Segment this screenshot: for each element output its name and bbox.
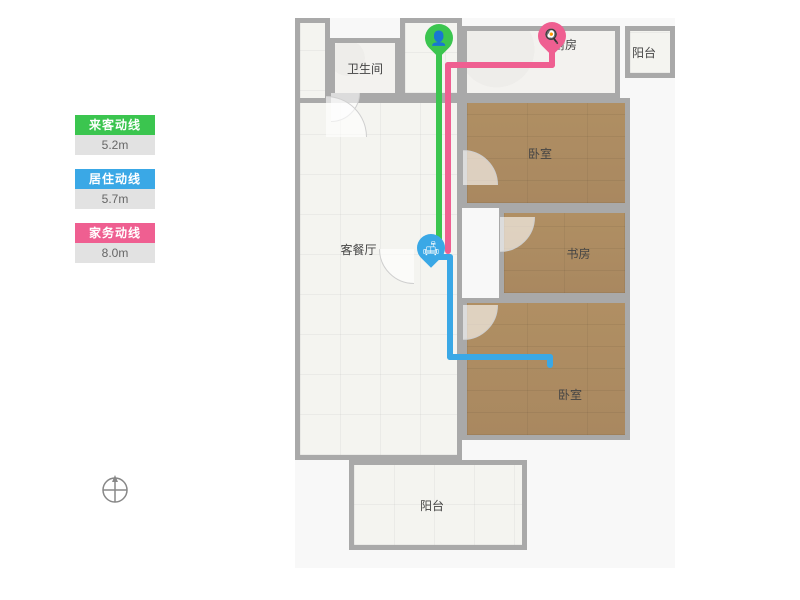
legend: 来客动线 5.2m 居住动线 5.7m 家务动线 8.0m — [75, 115, 155, 277]
legend-value-chore: 8.0m — [75, 243, 155, 263]
legend-value-guest: 5.2m — [75, 135, 155, 155]
person-icon: 👤 — [430, 31, 447, 45]
flow-living-seg-1 — [447, 254, 453, 360]
legend-item-chore: 家务动线 8.0m — [75, 223, 155, 263]
legend-label-guest: 来客动线 — [75, 115, 155, 135]
room-bathroom — [330, 38, 400, 98]
flow-chore-seg-1 — [445, 62, 555, 68]
flow-guest-seg-0 — [436, 40, 442, 254]
room-balcony-r — [625, 26, 675, 78]
flow-chore-seg-0 — [445, 62, 451, 254]
flow-marker-guest: 👤 — [425, 24, 453, 60]
flow-living-seg-3 — [547, 354, 553, 368]
sofa-icon: 🛋 — [422, 241, 440, 255]
room-bedroom1 — [462, 98, 630, 208]
flow-marker-chore: 🍳 — [538, 22, 566, 58]
legend-item-guest: 来客动线 5.2m — [75, 115, 155, 155]
flow-marker-living: 🛋 — [417, 234, 445, 270]
pot-icon: 🍳 — [543, 29, 560, 43]
legend-item-living: 居住动线 5.7m — [75, 169, 155, 209]
legend-label-living: 居住动线 — [75, 169, 155, 189]
floorplan: 卫生间厨房阳台卧室书房卧室客餐厅阳台🍳👤🛋 — [295, 18, 675, 568]
compass-icon — [100, 475, 130, 505]
room-balcony-b — [349, 460, 527, 550]
flow-living-seg-2 — [447, 354, 553, 360]
legend-value-living: 5.7m — [75, 189, 155, 209]
legend-label-chore: 家务动线 — [75, 223, 155, 243]
